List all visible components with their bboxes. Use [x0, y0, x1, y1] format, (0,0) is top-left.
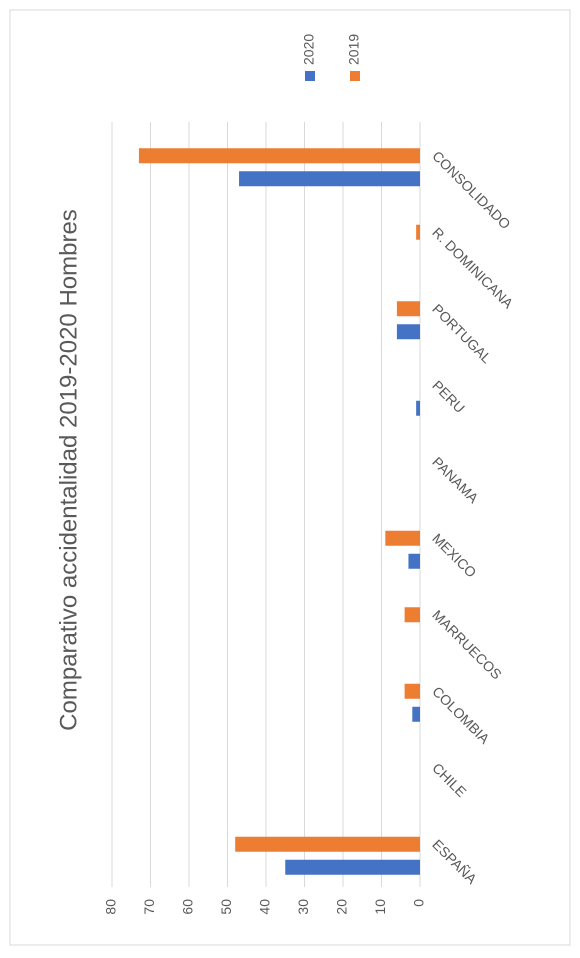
x-tick-label: CONSOLIDADO	[429, 148, 514, 233]
legend-label: 2020	[301, 34, 317, 65]
y-tick-label: 30	[295, 899, 311, 915]
chart-title: Comparativo accidentalidad 2019-2020 Hom…	[55, 209, 82, 731]
bar	[239, 171, 420, 187]
bar	[285, 859, 420, 875]
x-tick-label: MARRUECOS	[429, 607, 505, 683]
x-tick-label: ESPAÑA	[429, 836, 480, 887]
x-tick-label: PANAMA	[429, 454, 482, 507]
bar	[396, 324, 420, 340]
x-tick-label: COLOMBIA	[429, 683, 493, 747]
bar	[138, 148, 420, 164]
bar	[408, 553, 421, 569]
bar	[416, 400, 420, 416]
y-tick-label: 60	[180, 899, 196, 915]
bar	[235, 836, 420, 852]
legend-label: 2019	[346, 34, 362, 65]
y-tick-label: 20	[334, 899, 350, 915]
bar	[404, 683, 421, 699]
legend-swatch	[350, 71, 360, 81]
y-tick-label: 0	[411, 899, 427, 907]
x-tick-label: PORTUGAL	[429, 301, 495, 367]
y-tick-label: 50	[218, 899, 234, 915]
y-tick-label: 10	[372, 899, 388, 915]
bar	[412, 706, 420, 722]
bar	[385, 530, 421, 546]
legend-swatch	[305, 71, 315, 81]
chart-body: Comparativo accidentalidad 2019-2020 Hom…	[9, 9, 571, 946]
y-tick-label: 70	[141, 899, 157, 915]
x-tick-label: R. DOMINICANA	[429, 224, 517, 312]
bar	[404, 607, 421, 623]
bar	[416, 224, 420, 240]
x-tick-label: PERU	[429, 377, 468, 416]
x-tick-label: MEXICO	[429, 530, 479, 580]
y-tick-label: 40	[257, 899, 273, 915]
x-tick-label: CHILE	[429, 760, 469, 800]
bar	[396, 301, 420, 317]
chart-frame	[9, 9, 571, 946]
y-tick-label: 80	[103, 899, 119, 915]
